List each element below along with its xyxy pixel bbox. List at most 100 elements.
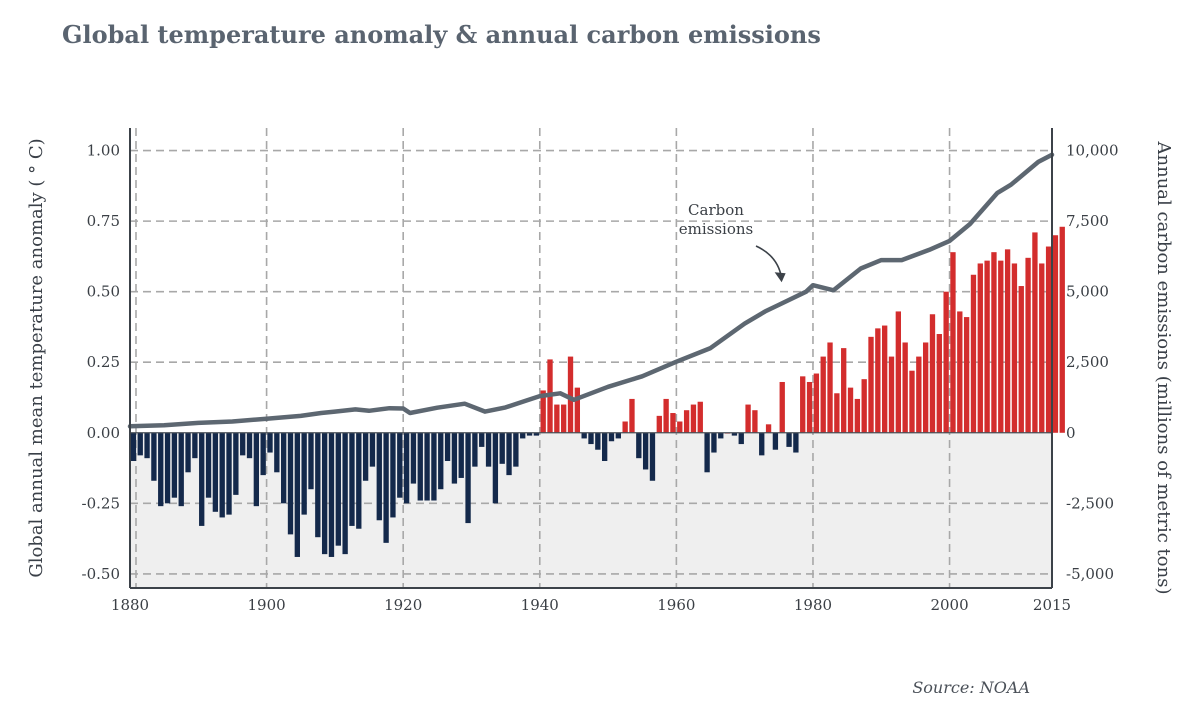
anomaly-bar [328, 432, 335, 557]
anomaly-bar [362, 432, 369, 481]
anomaly-bar [349, 432, 355, 526]
anomaly-bar [561, 404, 567, 433]
anomaly-bar [629, 398, 635, 433]
anomaly-bar [895, 311, 901, 433]
anomaly-bar [390, 432, 396, 518]
anomaly-bar [205, 432, 212, 498]
anomaly-bar [745, 404, 751, 433]
source-note: Source: NOAA [912, 678, 1030, 697]
anomaly-bar [752, 410, 758, 433]
anomaly-bar [1052, 235, 1059, 433]
anomaly-bar [253, 432, 260, 507]
anomaly-bar [718, 432, 724, 439]
negative-region [130, 432, 1052, 588]
anomaly-bar [765, 424, 772, 433]
anomaly-bar [226, 432, 232, 515]
anomaly-bar [301, 432, 307, 515]
anomaly-bar [868, 336, 874, 433]
anomaly-bar [834, 393, 840, 433]
anomaly-bar [847, 387, 854, 433]
anomaly-bar [451, 432, 458, 484]
anomaly-bar [779, 381, 785, 433]
anomaly-bar [438, 432, 444, 490]
anomaly-bar [185, 432, 191, 473]
anomaly-bar [977, 263, 983, 433]
anomaly-bar [950, 252, 956, 433]
anomaly-bar [1004, 249, 1011, 433]
negative-anomaly-region [130, 432, 1052, 588]
anomaly-bar [642, 432, 649, 470]
anomaly-bar [240, 432, 246, 456]
anomaly-bar [1045, 246, 1052, 433]
anomaly-bar [315, 432, 321, 538]
annotation-arrowhead [774, 272, 786, 283]
anomaly-bar [479, 432, 485, 447]
anomaly-bar [608, 432, 615, 442]
anomaly-bar [772, 432, 779, 450]
anomaly-bar [636, 432, 642, 459]
anomaly-bar [670, 413, 676, 433]
anomaly-bar [1059, 226, 1065, 433]
anomaly-bar [998, 260, 1004, 433]
anomaly-bar [212, 432, 219, 512]
anomaly-bar [936, 334, 942, 433]
anomaly-bar [800, 376, 806, 433]
anomaly-bar [1032, 232, 1038, 433]
anomaly-bar [376, 432, 382, 521]
anomaly-bar [1018, 286, 1024, 433]
y-right-tick-label: 10,000 [1066, 142, 1119, 160]
anomaly-bar [929, 314, 936, 433]
anomaly-bar [199, 432, 205, 526]
anomaly-bar [806, 381, 813, 433]
x-tick-label: 1880 [111, 596, 149, 614]
anomaly-bar [888, 356, 895, 433]
anomaly-bar [841, 348, 847, 433]
anomaly-bar [567, 356, 574, 433]
emissions-line-group [127, 152, 1055, 429]
y-left-tick-label: 0.50 [87, 283, 120, 301]
anomaly-bar [991, 252, 997, 433]
anomaly-bar [294, 432, 300, 557]
anomaly-bar [875, 328, 881, 433]
axes [129, 128, 1053, 589]
anomaly-bar [690, 404, 697, 433]
x-tick-label: 1900 [247, 596, 285, 614]
anomaly-bar [178, 432, 184, 507]
anomaly-bar [827, 342, 833, 433]
anomaly-bar [540, 390, 546, 433]
anomaly-bar [1011, 263, 1018, 433]
anomaly-bar [922, 342, 929, 433]
anomaly-bar [499, 432, 505, 464]
grid-lines [130, 128, 1052, 588]
y-left-tick-label: 0.75 [87, 212, 120, 230]
anomaly-bar [902, 342, 908, 433]
annotation-label: Carbon [688, 201, 744, 219]
y-left-tick-label: -0.25 [82, 494, 120, 512]
x-tick-label: 1940 [521, 596, 559, 614]
anomaly-bar [274, 432, 280, 473]
anomaly-bar [1039, 263, 1045, 433]
anomaly-bar [369, 432, 376, 467]
anomaly-bar [704, 432, 710, 473]
y-right-tick-label: 2,500 [1066, 353, 1109, 371]
y-right-tick-label: 5,000 [1066, 283, 1109, 301]
anomaly-bar [308, 432, 314, 490]
x-tick-label: 1920 [384, 596, 422, 614]
anomaly-bar [520, 432, 526, 439]
anomaly-bar [595, 432, 601, 450]
anomaly-bar [472, 432, 478, 467]
anomaly-bar [144, 432, 150, 459]
y-right-tick-label: -2,500 [1066, 494, 1114, 512]
anomaly-bar [397, 432, 403, 498]
anomaly-bar [970, 274, 977, 433]
y-left-tick-label: 1.00 [87, 142, 120, 160]
y-right-tick-label: -5,000 [1066, 565, 1114, 583]
anomaly-bar [233, 432, 239, 495]
anomaly-bar [383, 432, 389, 543]
anomaly-bar [943, 291, 949, 433]
anomaly-bar [786, 432, 792, 447]
anomaly-bar [697, 401, 703, 433]
anomaly-bar [916, 356, 922, 433]
emissions-line [127, 152, 1055, 429]
